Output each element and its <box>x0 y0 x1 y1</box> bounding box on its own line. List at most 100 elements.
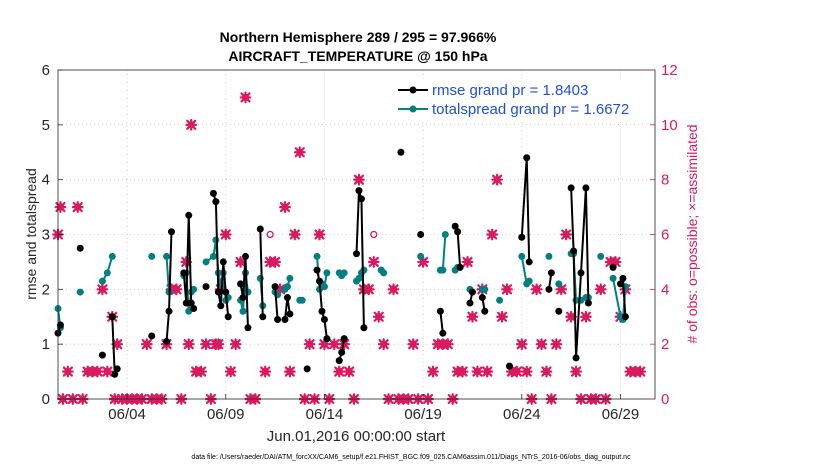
obs-assimilated-marker <box>200 338 212 351</box>
y-tick-label-left: 6 <box>42 62 50 79</box>
rmse-point <box>283 294 291 302</box>
rmse-point <box>436 307 444 315</box>
rmse-point <box>481 307 489 315</box>
y-tick-label-right: 12 <box>661 62 678 79</box>
obs-assimilated-marker <box>353 173 365 186</box>
totalspread-point <box>320 283 328 291</box>
obs-assimilated-marker <box>54 201 67 213</box>
obs-assimilated-marker <box>565 310 578 323</box>
rmse-point <box>271 283 279 291</box>
rmse-point <box>621 313 629 321</box>
obs-assimilated-marker <box>212 338 225 351</box>
rmse-point <box>619 274 627 282</box>
totalspread-point <box>190 285 198 293</box>
totalspread-point <box>244 288 252 296</box>
rmse-point <box>222 288 230 296</box>
obs-assimilated-marker <box>185 118 198 131</box>
obs-assimilated-marker <box>362 283 375 296</box>
totalspread-point <box>441 231 449 238</box>
obs-assimilated-marker <box>570 365 582 378</box>
rmse-point <box>523 154 531 162</box>
obs-assimilated-marker <box>520 365 533 378</box>
totalspread-point <box>609 274 617 282</box>
rmse-point <box>224 313 232 321</box>
obs-assimilated-marker <box>456 365 469 378</box>
rmse-line-segment <box>439 311 444 334</box>
obs-assimilated-marker <box>515 338 528 351</box>
rmse-point <box>56 321 64 329</box>
chart-subtitle: AIRCRAFT_TEMPERATURE @ 150 hPa <box>228 48 487 64</box>
rmse-point <box>340 335 348 343</box>
x-tick-label: 06/09 <box>207 406 245 423</box>
rmse-point <box>239 294 247 302</box>
rmse-point <box>217 302 225 310</box>
x-tick-label: 06/29 <box>602 406 640 423</box>
obs-assimilated-marker <box>466 310 479 323</box>
totalspread-point <box>360 266 368 274</box>
obs-assimilated-marker <box>481 365 494 378</box>
rmse-point <box>353 250 360 258</box>
y-tick-label-right: 10 <box>661 117 678 134</box>
rmse-point <box>555 307 563 315</box>
obs-assimilated-marker <box>634 365 647 378</box>
obs-assimilated-marker <box>486 228 499 241</box>
rmse-point <box>609 263 617 271</box>
obs-assimilated-marker <box>229 338 242 351</box>
series-lines <box>54 148 629 378</box>
rmse-point <box>572 354 580 362</box>
rmse-point <box>111 370 119 378</box>
obs-assimilated-marker <box>417 256 430 268</box>
rmse-point <box>98 351 106 359</box>
y-axis-label-right: # of obs: o=possible; ×=assimilated <box>684 124 700 343</box>
obs-assimilated-marker <box>609 256 622 268</box>
legend-box <box>394 80 648 120</box>
obs-assimilated-marker <box>580 310 592 323</box>
obs-assimilated-marker <box>293 146 306 159</box>
obs-assimilated-marker <box>219 228 232 241</box>
totalspread-point <box>313 252 321 260</box>
chart-title: Northern Hemisphere 289 / 295 = 97.966% <box>220 29 497 45</box>
legend-rmse-marker <box>409 86 417 94</box>
rmse-point <box>451 222 459 230</box>
obs-assimilated-marker <box>283 365 296 378</box>
obs-assimilated-marker <box>288 228 301 241</box>
y-tick-label-right: 4 <box>661 281 669 298</box>
x-tick-label: 06/04 <box>108 406 146 423</box>
rmse-point <box>397 148 405 156</box>
obs-possible-marker <box>266 230 274 239</box>
rmse-point <box>318 307 326 315</box>
obs-assimilated-marker <box>318 338 331 351</box>
rmse-point <box>259 313 267 321</box>
rmse-point <box>256 225 264 233</box>
totalspread-point <box>108 252 116 260</box>
rmse-point <box>505 362 513 370</box>
rmse-point <box>163 337 171 345</box>
obs-assimilated-marker <box>195 365 207 378</box>
totalspread-point <box>355 274 363 282</box>
totalspread-point <box>163 252 171 260</box>
rmse-point <box>547 269 555 277</box>
obs-assimilated-marker <box>101 365 114 378</box>
obs-assimilated-marker <box>180 256 193 268</box>
legend-spread-marker <box>409 105 417 113</box>
totalspread-point <box>298 296 306 304</box>
x-tick-label: 06/24 <box>503 406 541 423</box>
obs-assimilated-marker <box>441 338 454 351</box>
totalspread-point <box>380 269 388 277</box>
legend-spread-label: totalspread grand pr = 1.6672 <box>432 101 629 118</box>
obs-assimilated-marker <box>274 283 286 296</box>
rmse-point <box>108 313 116 321</box>
rmse-point <box>167 228 175 236</box>
rmse-line-segment <box>274 286 279 320</box>
rmse-point <box>335 357 343 365</box>
rmse-point <box>286 310 294 318</box>
y-tick-label-left: 4 <box>42 172 50 189</box>
rmse-point <box>545 285 553 293</box>
obs-assimilated-marker <box>510 365 523 378</box>
rmse-point <box>212 198 220 206</box>
totalspread-point <box>417 252 425 260</box>
totalspread-point <box>103 269 111 277</box>
rmse-point <box>466 299 474 307</box>
obs-assimilated-marker <box>269 256 281 268</box>
rmse-point <box>209 189 217 197</box>
